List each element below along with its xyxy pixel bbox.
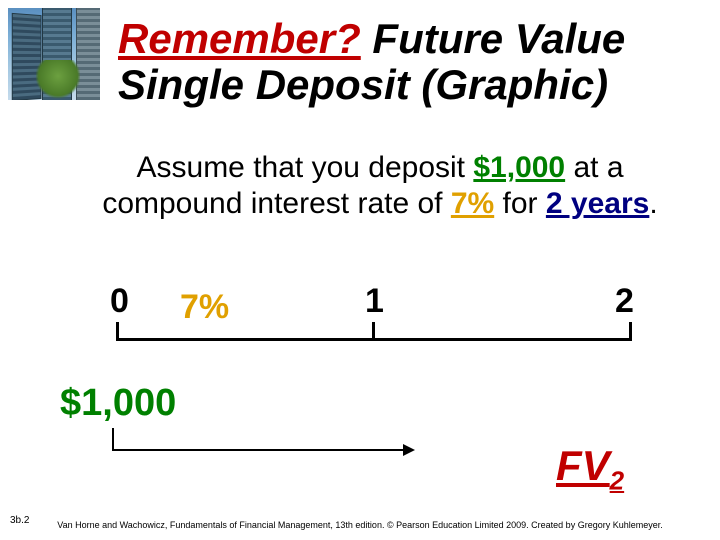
arrow-segment (112, 428, 114, 450)
timeline-point-2: 2 (615, 282, 634, 321)
fv-prefix: FV (556, 442, 610, 489)
fv-arrow (112, 428, 632, 460)
footer-text: Van Horne and Wachowicz, Fundamentals of… (0, 520, 720, 530)
title-question: Remember? (118, 15, 361, 62)
body-text: Assume that you deposit $1,000 at a comp… (100, 150, 660, 222)
body-post: . (649, 187, 657, 220)
timeline-point-1: 1 (365, 282, 384, 321)
slide-title: Remember? Future Value Single Deposit (G… (118, 16, 710, 108)
body-years: 2 years (546, 187, 649, 220)
timeline-point-0: 0 (110, 282, 129, 321)
timeline-tick (629, 322, 632, 340)
thumb-tree (36, 60, 80, 100)
body-amount: $1,000 (473, 151, 565, 184)
decorative-thumbnail (8, 8, 100, 100)
timeline-rate-label: 7% (180, 288, 229, 327)
timeline-tick (116, 322, 119, 340)
body-mid2: for (494, 187, 546, 220)
body-rate: 7% (451, 187, 494, 220)
deposit-label: $1,000 (60, 382, 176, 425)
fv-label: FV2 (556, 442, 624, 496)
body-pre: Assume that you deposit (137, 151, 474, 184)
slide: Remember? Future Value Single Deposit (G… (0, 0, 720, 540)
timeline-tick (372, 322, 375, 340)
arrow-segment (112, 449, 404, 451)
arrow-head-icon (403, 444, 415, 456)
fv-sub: 2 (610, 465, 624, 495)
timeline: 0 7% 1 2 (110, 282, 630, 342)
